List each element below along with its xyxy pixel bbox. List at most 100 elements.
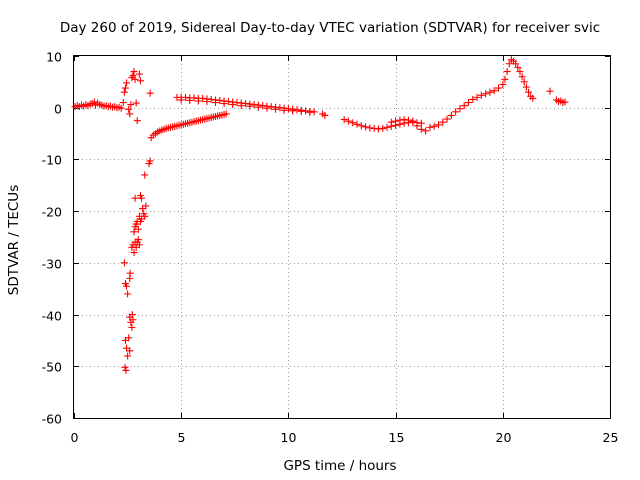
data-point xyxy=(131,194,139,202)
data-point xyxy=(138,194,146,202)
data-point xyxy=(434,121,442,129)
y-tick-label: -60 xyxy=(42,412,62,427)
data-point xyxy=(490,87,498,95)
y-tick-label: 10 xyxy=(46,50,62,65)
data-point xyxy=(128,311,136,319)
data-point xyxy=(503,68,511,76)
data-point xyxy=(297,107,305,115)
data-point xyxy=(473,93,481,101)
y-tick-label: -40 xyxy=(42,309,62,324)
data-point xyxy=(125,105,133,113)
data-point xyxy=(120,88,128,96)
data-point xyxy=(194,97,202,105)
data-point xyxy=(141,171,149,179)
data-point xyxy=(426,123,434,131)
data-point xyxy=(464,99,472,107)
data-point xyxy=(387,118,395,126)
data-point xyxy=(119,99,127,107)
data-point xyxy=(127,101,135,109)
data-point xyxy=(383,123,391,131)
data-point xyxy=(135,241,143,249)
data-point xyxy=(357,122,365,130)
data-point xyxy=(499,80,507,88)
data-point xyxy=(518,73,526,81)
data-point xyxy=(452,108,460,116)
x-tick-label: 10 xyxy=(281,430,297,445)
data-point xyxy=(141,212,149,220)
data-point xyxy=(129,72,137,80)
data-point xyxy=(125,334,133,342)
x-axis-label: GPS time / hours xyxy=(283,458,396,474)
data-point xyxy=(123,79,131,87)
x-tick-label: 15 xyxy=(389,430,405,445)
data-point xyxy=(135,70,143,78)
data-point xyxy=(146,157,154,165)
y-tick-label: -10 xyxy=(42,153,62,168)
data-point xyxy=(134,236,142,244)
data-point xyxy=(132,99,140,107)
y-tick-label: -20 xyxy=(42,205,62,220)
data-point xyxy=(133,117,141,125)
data-point xyxy=(186,96,194,104)
data-point xyxy=(516,68,524,76)
data-point xyxy=(263,104,271,112)
data-point xyxy=(501,75,509,83)
y-tick-label: -50 xyxy=(42,360,62,375)
data-point xyxy=(220,100,228,108)
data-point xyxy=(340,116,348,124)
data-point xyxy=(121,84,129,92)
data-point xyxy=(447,111,455,119)
plot-frame xyxy=(73,55,611,419)
data-point xyxy=(237,102,245,110)
data-point xyxy=(130,68,138,76)
data-point xyxy=(124,290,132,298)
data-point xyxy=(121,363,129,371)
data-point xyxy=(520,78,528,86)
x-tick-label: 5 xyxy=(178,430,186,445)
data-point xyxy=(126,347,134,355)
data-point xyxy=(229,101,237,109)
gridlines xyxy=(74,56,610,418)
axis-ticks: 0 5 10 15 20 25 10 0 -10 -20 -30 -40 -50 -60 xyxy=(42,50,619,446)
data-point xyxy=(142,202,150,210)
data-point xyxy=(486,88,494,96)
chart-title: Day 260 of 2019, Sidereal Day-to-day VTE… xyxy=(60,20,600,36)
data-point xyxy=(422,127,430,135)
data-point xyxy=(512,60,520,68)
y-tick-label: -30 xyxy=(42,257,62,272)
data-point xyxy=(131,75,139,83)
data-point xyxy=(525,88,533,96)
data-point xyxy=(126,269,134,277)
data-point xyxy=(505,60,513,68)
data-point xyxy=(130,228,138,236)
data-point xyxy=(353,120,361,128)
data-point xyxy=(404,116,412,124)
data-point xyxy=(413,122,421,130)
data-point xyxy=(136,77,144,85)
data-point xyxy=(130,249,138,257)
data-point xyxy=(439,118,447,126)
data-point xyxy=(122,366,130,374)
x-tick-label: 0 xyxy=(71,430,79,445)
data-point xyxy=(417,125,425,133)
data-point xyxy=(123,282,131,290)
data-point xyxy=(146,89,154,97)
data-points xyxy=(71,56,569,374)
data-point xyxy=(126,110,134,118)
data-point xyxy=(443,115,451,123)
data-point xyxy=(460,102,468,110)
data-point xyxy=(128,324,136,331)
data-point xyxy=(117,104,125,112)
data-point xyxy=(495,84,503,92)
data-point xyxy=(321,111,329,119)
data-point xyxy=(254,103,262,111)
data-point xyxy=(529,94,537,102)
data-point xyxy=(134,225,142,233)
data-point xyxy=(289,107,297,115)
x-tick-label: 25 xyxy=(603,430,619,445)
data-point xyxy=(561,98,569,106)
data-point xyxy=(120,259,128,267)
data-point xyxy=(379,124,387,132)
data-point xyxy=(280,106,288,114)
